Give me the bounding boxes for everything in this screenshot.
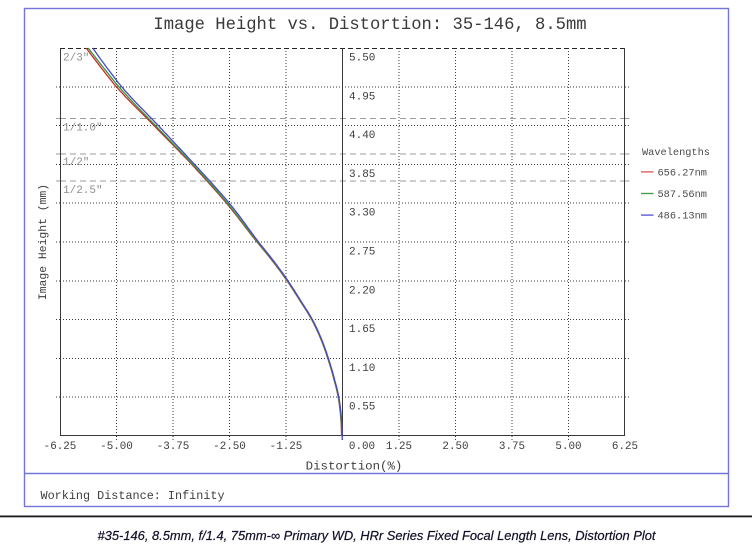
svg-text:0.55: 0.55	[349, 402, 375, 414]
svg-text:5.00: 5.00	[555, 441, 581, 453]
svg-text:3.85: 3.85	[349, 169, 375, 181]
svg-text:1/2.5": 1/2.5"	[63, 185, 103, 197]
svg-text:0.00: 0.00	[349, 441, 375, 453]
svg-text:4.95: 4.95	[349, 91, 375, 103]
svg-text:-6.25: -6.25	[44, 441, 77, 453]
svg-text:1.10: 1.10	[349, 363, 375, 375]
svg-text:2.75: 2.75	[349, 247, 375, 259]
svg-text:Wavelengths: Wavelengths	[642, 147, 710, 159]
svg-text:656.27nm: 656.27nm	[658, 168, 707, 180]
svg-text:587.56nm: 587.56nm	[658, 189, 707, 201]
svg-text:4.40: 4.40	[349, 130, 375, 142]
svg-text:-2.50: -2.50	[213, 441, 246, 453]
svg-text:Distortion(%): Distortion(%)	[306, 460, 403, 474]
svg-text:486.13nm: 486.13nm	[658, 211, 707, 223]
svg-text:#35-146, 8.5mm, f/1.4, 75mm-∞: #35-146, 8.5mm, f/1.4, 75mm-∞ Primary WD…	[98, 528, 657, 543]
svg-text:6.25: 6.25	[612, 441, 638, 453]
svg-text:2.20: 2.20	[349, 285, 375, 297]
svg-text:3.75: 3.75	[499, 441, 525, 453]
svg-text:2.50: 2.50	[442, 441, 468, 453]
svg-text:3.30: 3.30	[349, 208, 375, 220]
svg-text:Working Distance: Infinity: Working Distance: Infinity	[41, 489, 225, 503]
svg-text:5.50: 5.50	[349, 53, 375, 65]
svg-text:-5.00: -5.00	[100, 441, 133, 453]
svg-text:Image Height (mm): Image Height (mm)	[38, 184, 50, 300]
svg-text:1/2": 1/2"	[63, 157, 89, 169]
svg-text:Image Height vs. Distortion: 3: Image Height vs. Distortion: 35-146, 8.5…	[153, 16, 586, 35]
svg-text:-3.75: -3.75	[157, 441, 190, 453]
svg-text:1.25: 1.25	[386, 441, 412, 453]
svg-text:1/1.0": 1/1.0"	[63, 123, 103, 135]
svg-text:2/3": 2/3"	[63, 53, 89, 65]
svg-text:-1.25: -1.25	[270, 441, 303, 453]
svg-text:1.65: 1.65	[349, 324, 375, 336]
